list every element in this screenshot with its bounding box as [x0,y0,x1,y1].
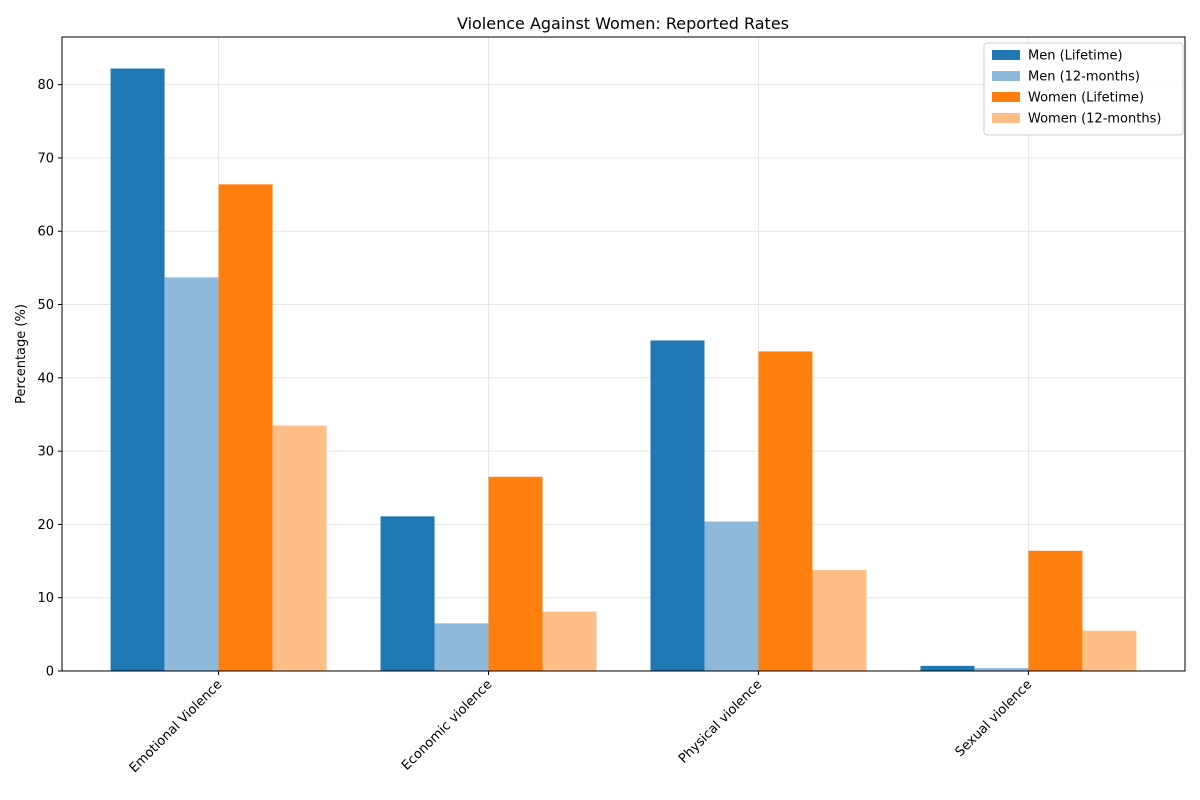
y-tick-label: 10 [37,591,54,606]
y-tick-label: 0 [46,665,54,680]
x-tick-label: Emotional Violence [127,677,226,776]
legend-label: Men (12-months) [1028,70,1140,85]
plot-area-frame [61,36,1186,672]
legend: Men (Lifetime) Men (12-months) Women (Life… [983,42,1184,136]
bar [110,68,165,671]
chart-title: Violence Against Women: Reported Rates [457,14,789,33]
y-axis-label: Percentage (%) [14,304,29,404]
legend-swatch [992,113,1020,123]
y-tick-label: 70 [37,151,54,166]
legend-swatch [992,92,1020,102]
legend-box [983,42,1184,136]
bar [434,623,489,671]
bar [758,351,813,671]
bar [164,277,219,671]
bars [110,68,1137,671]
x-tick-label: Sexual violence [953,677,1036,760]
bar [704,521,759,671]
bar [974,668,1029,671]
bar [488,476,543,671]
y-tick-label: 40 [37,371,54,386]
bar [542,611,597,671]
x-tick-label: Economic violence [399,677,495,773]
y-tick-label: 50 [37,298,54,313]
y-tick-label: 30 [37,445,54,460]
legend-swatch [992,71,1020,81]
legend-label: Women (Lifetime) [1028,91,1144,106]
x-tick-label: Physical violence [676,677,765,766]
y-tick-label: 20 [37,518,54,533]
y-tick-label: 80 [37,78,54,93]
legend-label: Men (Lifetime) [1028,49,1123,64]
legend-label: Women (12-months) [1028,112,1161,127]
bar [920,665,975,671]
bar [380,516,435,671]
legend-swatch [992,50,1020,60]
bar [650,340,705,671]
bar [1028,550,1083,671]
bar [272,425,327,671]
bar [1082,630,1137,671]
bar [812,569,867,671]
y-tick-label: 60 [37,225,54,240]
bar [218,184,273,671]
